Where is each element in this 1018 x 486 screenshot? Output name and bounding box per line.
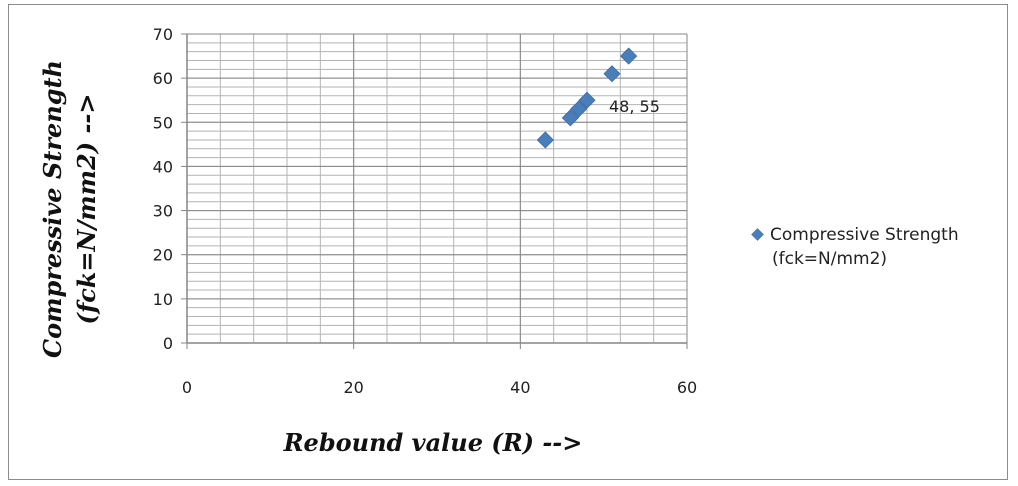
x-tick-label: 60 [677, 378, 697, 397]
x-tick-label: 40 [510, 378, 530, 397]
y-tick-label: 40 [153, 157, 173, 176]
annotations: 48, 55 [609, 97, 660, 116]
data-point-diamond [570, 100, 588, 118]
legend: Compressive Strength (fck=N/mm2) [751, 223, 959, 271]
y-tick-label: 60 [153, 69, 173, 88]
y-tick-label: 0 [163, 334, 173, 353]
data-point-diamond [620, 47, 638, 65]
scatter-chart: 0 10 20 30 40 50 60 70 0 20 40 60 48, 55 Rebound va… [38, 25, 698, 457]
x-tick-label: 0 [182, 378, 192, 397]
y-tick-label: 50 [153, 113, 173, 132]
legend-entry: Compressive Strength [751, 223, 959, 247]
y-tick-label: 10 [153, 290, 173, 309]
data-point-diamond [578, 91, 596, 109]
legend-label-line1: Compressive Strength [770, 225, 959, 245]
y-tick-label: 30 [153, 202, 173, 221]
y-tick-label: 20 [153, 246, 173, 265]
data-point-diamond [603, 65, 621, 83]
legend-label-line2: (fck=N/mm2) [772, 249, 888, 269]
y-axis-title-line1: Compressive Strength [38, 60, 67, 358]
y-tick-label: 70 [153, 25, 173, 44]
axes [181, 33, 688, 349]
y-axis-title-line2: (fck=N/mm2) --> [72, 94, 101, 325]
chart-frame: 0 10 20 30 40 50 60 70 0 20 40 60 48, 55 Rebound va… [8, 4, 1008, 480]
legend-diamond-icon [751, 227, 764, 241]
data-point-diamond [561, 109, 579, 127]
x-tick-label: 20 [343, 378, 363, 397]
y-axis-title-group: Compressive Strength (fck=N/mm2) --> [38, 60, 101, 358]
data-points [536, 47, 638, 149]
tick-labels: 0 10 20 30 40 50 60 70 0 20 40 60 [153, 25, 698, 397]
data-point-diamond [536, 131, 554, 149]
data-label: 48, 55 [609, 97, 660, 116]
x-axis-title: Rebound value (R) --> [283, 428, 583, 457]
